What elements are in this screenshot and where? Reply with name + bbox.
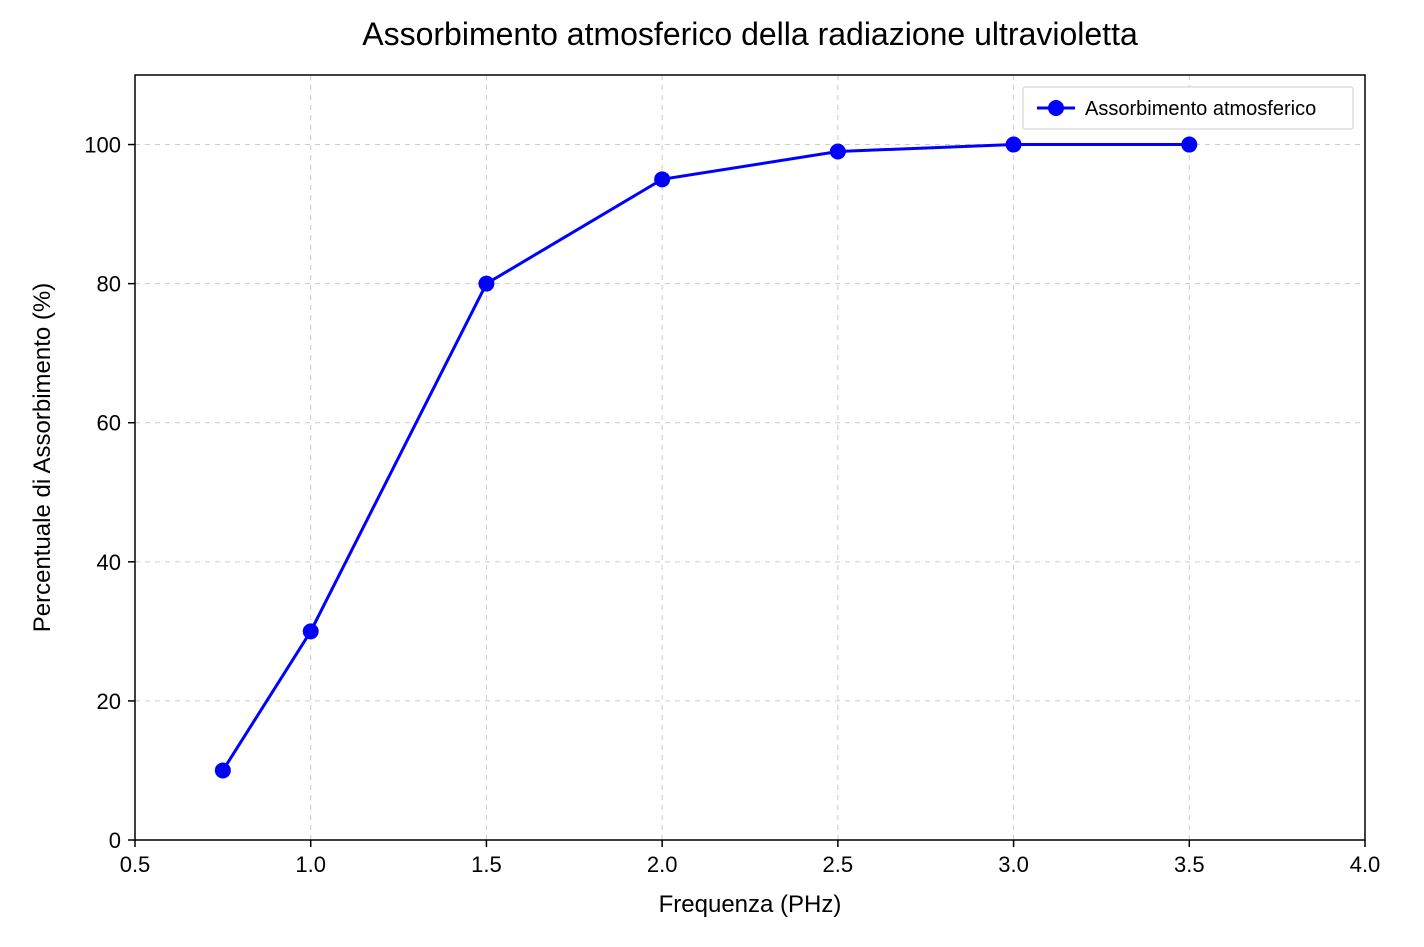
y-tick-label: 20 [97,689,121,714]
data-marker [303,623,319,639]
x-tick-label: 0.5 [120,852,151,877]
data-line [223,145,1189,771]
chart-svg: 0.5 1.0 1.5 2.0 2.5 3.0 3.5 4.0 0 20 40 60 80 100 Asso… [0,0,1424,947]
y-tick-label: 80 [97,272,121,297]
y-tick-label: 40 [97,550,121,575]
x-tick-label: 3.0 [998,852,1029,877]
data-marker [215,762,231,778]
x-tick-label: 2.0 [647,852,678,877]
y-tick-label: 100 [84,133,121,158]
x-tick-label: 2.5 [823,852,854,877]
data-marker [654,171,670,187]
data-marker [1006,137,1022,153]
data-marker [830,144,846,160]
chart-title: Assorbimento atmosferico della radiazion… [362,16,1138,52]
chart-container: 0.5 1.0 1.5 2.0 2.5 3.0 3.5 4.0 0 20 40 60 80 100 Asso… [0,0,1424,947]
legend-label: Assorbimento atmosferico [1085,98,1316,120]
plot-border [135,75,1365,840]
data-marker [478,276,494,292]
x-tick-label: 4.0 [1350,852,1381,877]
y-axis-label: Percentuale di Assorbimento (%) [29,283,56,633]
data-marker [1181,137,1197,153]
x-axis-label: Frequenza (PHz) [659,891,842,918]
legend-marker-sample [1048,100,1064,116]
x-tick-label: 3.5 [1174,852,1205,877]
x-tick-label: 1.5 [471,852,502,877]
y-tick-label: 60 [97,411,121,436]
y-tick-label: 0 [109,828,121,853]
x-tick-label: 1.0 [295,852,326,877]
